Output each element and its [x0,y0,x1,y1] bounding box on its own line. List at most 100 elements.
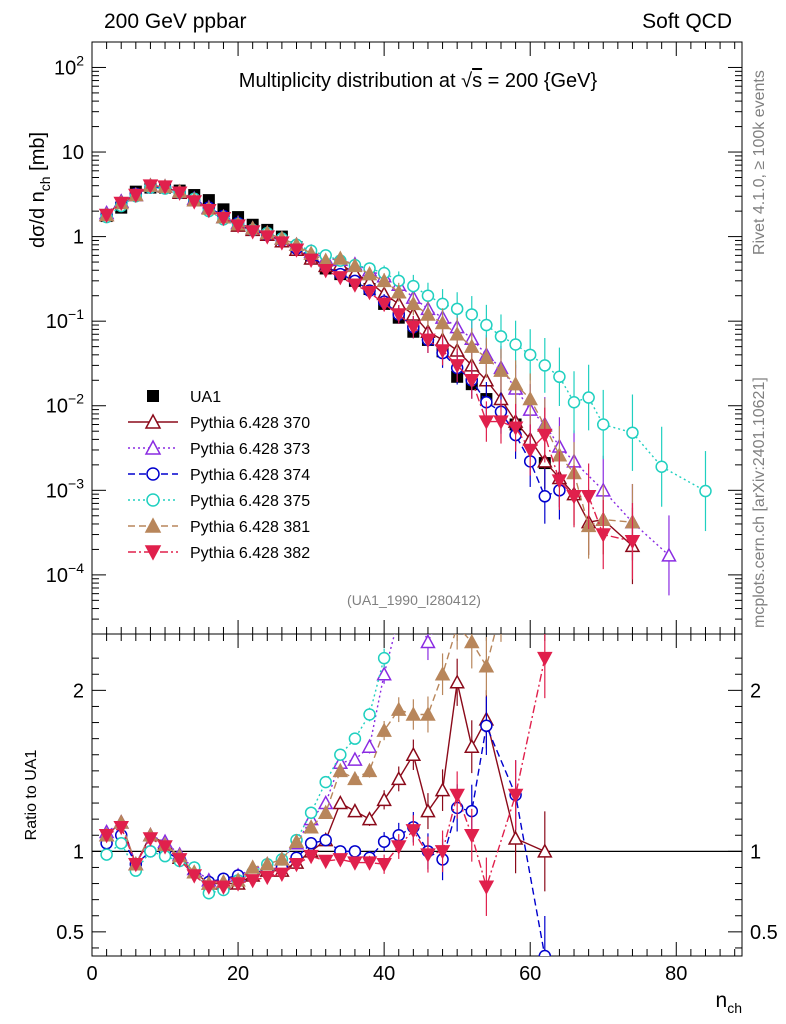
ratio-point [171,853,188,868]
ratio-point [478,880,495,895]
ratio-point [114,837,128,850]
legend-marker [147,390,159,402]
ratio-point [420,803,436,818]
xlabel-main: n [716,989,728,1012]
ratio-point [390,840,407,855]
ratio-point [507,830,524,845]
main-point [566,490,582,505]
main-point [494,330,508,343]
main-point [407,279,420,293]
ratio-point [478,658,495,673]
main-point [274,236,290,251]
ratio-point [128,857,144,873]
ratio-point [332,762,349,778]
ratio-point [420,634,436,649]
legend-item: Pythia 6.428 370 [128,413,310,432]
main-point [186,195,203,210]
ratio-point [390,770,407,786]
title-sqrt: √ [461,70,472,92]
ratio-point [319,775,332,789]
main-point [332,250,349,265]
ratio-point [405,746,422,761]
main-point [465,308,479,321]
ratio-point [405,706,422,721]
ratio-point [361,762,378,778]
main-point [157,180,173,195]
main-point [551,474,568,489]
main-point [405,320,422,336]
ylabel-unit: [mb] [27,132,49,176]
xlabel-sub: ch [727,1000,742,1016]
header-right: Soft QCD [642,10,732,33]
xtick-label: 0 [86,963,97,985]
main-point [171,186,188,201]
ratio-point [537,651,553,667]
ratio-point [361,738,378,753]
xtick-label: 20 [227,963,249,985]
ratio-point [480,719,493,733]
main-point [624,534,641,550]
title-s: s [472,70,482,92]
main-point [661,547,677,562]
main-point [421,289,435,302]
ratio-point [100,848,113,861]
main-ytick-label: 10−4 [46,560,84,587]
legend-marker [144,439,162,455]
main-ytick-label: 10−3 [46,475,84,502]
ratio-point [390,701,407,716]
legend-label: Pythia 6.428 381 [190,519,310,536]
ratio-point [507,788,524,804]
main-ytick-label: 10−1 [46,306,84,333]
ratio-ytick-label-right: 2 [750,680,761,702]
ratio-point [201,880,217,895]
legend-item: Pythia 6.428 374 [128,467,310,484]
main-point [507,421,524,436]
ylabel-sub: ch [37,176,53,191]
main-point [376,272,392,288]
main-point [595,528,611,543]
ratio-point [215,880,232,895]
main-point [98,208,115,224]
main-point [596,418,610,431]
main-point [317,264,334,279]
main-point [420,306,436,321]
main-point [478,349,495,364]
main-point [450,302,464,316]
ratio-point [376,791,392,807]
main-point [522,390,538,406]
ratio-point [288,857,305,873]
main-point [230,219,246,234]
main-series [100,181,566,524]
main-point [580,490,597,505]
ratio-point [186,869,203,884]
main-point [538,490,552,503]
main-point [390,308,407,323]
ratio-frame [91,633,743,957]
ratio-point [377,835,391,848]
ratio-point [405,824,422,839]
main-point [347,257,363,273]
main-series-line [106,186,560,498]
ratio-point [347,803,363,818]
ratio-point [434,845,451,860]
main-point [567,395,581,409]
ratio-point [376,666,392,681]
xtick-label: 60 [519,963,541,985]
ratio-point [392,611,405,623]
main-point [288,243,305,258]
ratio-point [347,770,363,786]
main-point [259,230,276,245]
main-ytick-label: 10 [62,142,84,164]
ratio-point [144,845,157,858]
ratio-point [494,603,507,615]
main-point [493,362,509,377]
ratio-point [142,832,159,847]
analysis-id: (UA1_1990_I280412) [347,592,481,608]
ratio-point [449,674,465,689]
main-point [361,266,378,281]
main-point [478,415,495,430]
ratio-point [464,829,480,844]
main-point [507,376,524,391]
ratio-point [538,949,552,956]
